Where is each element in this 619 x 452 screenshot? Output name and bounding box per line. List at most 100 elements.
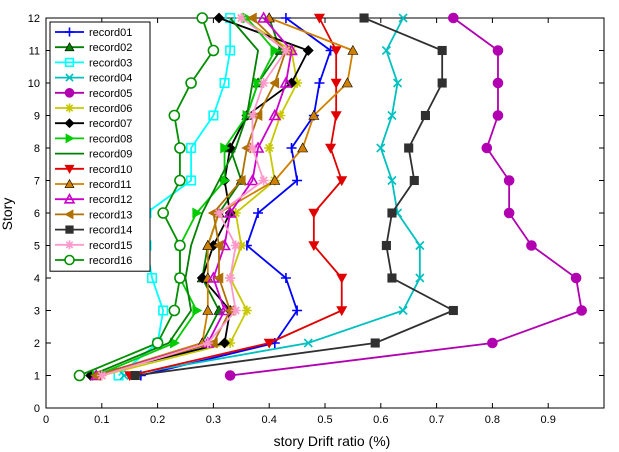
- series-point: [73, 369, 86, 382]
- series-point: [157, 207, 169, 219]
- series-point: [268, 108, 282, 121]
- series-point: [213, 272, 224, 284]
- x-tick-label: 0.1: [94, 414, 109, 426]
- legend-label: record04: [89, 73, 132, 85]
- series-line: [95, 17, 287, 377]
- series-point: [336, 306, 348, 317]
- series-point: [269, 174, 281, 185]
- series-line: [129, 17, 343, 377]
- legend-label: record13: [89, 209, 132, 221]
- series-record15: [96, 13, 291, 381]
- legend-item: record11: [55, 178, 132, 191]
- series-point: [448, 12, 459, 24]
- series-point: [207, 337, 218, 349]
- legend-item: record10: [55, 164, 132, 176]
- legend-label: record09: [89, 149, 132, 161]
- series-point: [280, 45, 291, 56]
- legend-item: record15: [55, 240, 132, 252]
- series-point: [503, 175, 515, 186]
- series-point: [398, 13, 408, 23]
- series-line: [95, 17, 354, 377]
- y-tick-label: 12: [28, 13, 40, 25]
- series-point: [370, 338, 380, 348]
- series-point: [387, 208, 397, 218]
- series-point: [65, 73, 74, 82]
- series-point: [325, 143, 337, 154]
- series-point: [253, 208, 264, 218]
- series-point: [186, 175, 197, 186]
- series-point: [347, 44, 359, 55]
- legend-label: record10: [89, 164, 132, 176]
- series-record04: [119, 13, 425, 381]
- series-point: [174, 272, 186, 284]
- series-point: [130, 370, 140, 381]
- series-point: [387, 175, 397, 186]
- series-point: [275, 110, 286, 121]
- legend-item: record04: [55, 73, 132, 85]
- series-point: [302, 45, 314, 56]
- series-point: [257, 11, 270, 23]
- legend-label: record05: [89, 88, 132, 100]
- series-point: [64, 118, 75, 129]
- series-line: [117, 18, 232, 377]
- series-point: [220, 174, 231, 187]
- series-record09: [90, 17, 259, 377]
- series-point: [258, 175, 269, 186]
- legend-item: record08: [55, 133, 132, 145]
- series-point: [409, 175, 419, 186]
- series-point: [253, 77, 264, 89]
- y-tick-label: 7: [34, 176, 40, 188]
- series-point: [286, 143, 297, 153]
- x-tick-label: 0.3: [206, 414, 221, 426]
- series-point: [330, 46, 342, 57]
- y-tick-label: 3: [34, 306, 40, 318]
- series-point: [481, 142, 493, 154]
- series-record16: [73, 12, 220, 382]
- series-point: [219, 337, 230, 349]
- series-line: [135, 17, 456, 377]
- series-point: [225, 273, 236, 283]
- legend-label: record06: [89, 103, 132, 115]
- series-point: [359, 13, 369, 23]
- series-line: [101, 17, 299, 377]
- y-tick-label: 5: [34, 241, 40, 253]
- y-tick-label: 0: [34, 403, 40, 415]
- legend-label: record07: [89, 118, 132, 130]
- x-tick-label: 0.7: [429, 414, 444, 426]
- x-tick-label: 0.8: [485, 414, 500, 426]
- series-point: [208, 110, 219, 121]
- series-point: [230, 240, 241, 251]
- legend-item: record05: [55, 88, 132, 100]
- series-point: [492, 77, 504, 89]
- series-point: [376, 143, 386, 153]
- series-point: [330, 111, 342, 122]
- series-point: [225, 45, 236, 56]
- series-point: [219, 77, 230, 89]
- series-point: [576, 305, 587, 316]
- series-point: [252, 109, 263, 122]
- series-point: [246, 12, 257, 24]
- series-point: [213, 12, 225, 24]
- series-point: [65, 225, 74, 234]
- series-point: [220, 142, 231, 154]
- series-point: [202, 239, 214, 250]
- series-point: [185, 77, 197, 89]
- series-point: [64, 164, 75, 174]
- series-point: [297, 142, 309, 153]
- legend-label: record08: [89, 133, 132, 145]
- legend-label: record16: [89, 255, 132, 267]
- series-point: [503, 207, 515, 219]
- series-point: [280, 273, 291, 283]
- series-point: [196, 12, 209, 24]
- series-point: [241, 305, 252, 316]
- series-point: [313, 13, 325, 24]
- x-tick-label: 0.6: [373, 414, 388, 426]
- x-tick-label: 0.2: [150, 414, 165, 426]
- series-point: [213, 208, 224, 218]
- legend-item: record03: [55, 57, 132, 69]
- legend-item: record02: [55, 42, 132, 54]
- series-point: [96, 370, 107, 381]
- x-axis-label: story Drift ratio (%): [274, 433, 391, 449]
- series-point: [292, 78, 303, 88]
- y-axis-label: Story: [0, 198, 15, 231]
